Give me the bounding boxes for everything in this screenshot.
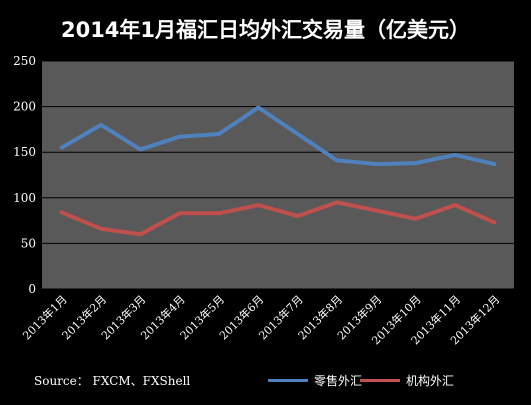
data-point (493, 221, 495, 223)
data-point (139, 148, 141, 150)
data-point (415, 162, 417, 164)
y-tick-label: 150 (13, 145, 36, 159)
data-point (415, 218, 417, 220)
legend-swatch-institutional (360, 379, 400, 382)
legend-item-institutional: 机构外汇 (360, 372, 454, 389)
legend-item-retail: 零售外汇 (268, 372, 362, 389)
legend-label-institutional: 机构外汇 (406, 374, 455, 388)
data-point (218, 212, 220, 214)
data-point (493, 163, 495, 165)
x-axis: 2013年1月2013年2月2013年3月2013年4月2013年5月2013年… (20, 292, 503, 347)
series-line-1 (59, 200, 497, 237)
data-point (218, 133, 220, 135)
data-point (61, 147, 63, 149)
data-point (257, 107, 259, 109)
data-point (336, 159, 338, 161)
data-point (454, 204, 456, 206)
y-axis: 0 50 100 150 200 250 (13, 54, 36, 296)
data-point (257, 204, 259, 206)
data-point (100, 124, 102, 126)
data-point (179, 212, 181, 214)
chart-title: 2014年1月福汇日均外汇交易量（亿美元） (60, 18, 471, 42)
grid (42, 60, 514, 290)
legend-swatch-retail (268, 379, 308, 382)
series-line-0 (59, 105, 497, 167)
series-lines (59, 105, 497, 237)
y-tick-label: 50 (21, 236, 36, 250)
data-point (375, 163, 377, 165)
data-point (61, 211, 63, 213)
data-point (336, 201, 338, 203)
plot-area (42, 61, 514, 289)
data-point (297, 133, 299, 135)
source-note: Source： FXCM、FXShell (34, 374, 191, 388)
data-point (375, 210, 377, 212)
legend-label-retail: 零售外汇 (314, 374, 363, 388)
data-point (297, 215, 299, 217)
data-point (139, 233, 141, 235)
y-tick-label: 100 (13, 191, 36, 205)
data-point (100, 228, 102, 230)
data-point (454, 154, 456, 156)
data-point (179, 136, 181, 138)
y-tick-label: 0 (28, 282, 36, 296)
y-tick-label: 250 (13, 54, 36, 68)
y-tick-label: 200 (13, 100, 36, 114)
